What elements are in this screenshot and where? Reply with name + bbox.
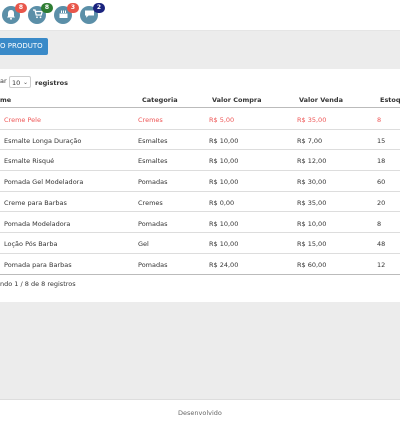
cell-price: R$ 12,00 [297, 157, 327, 166]
col-header-name[interactable]: me [0, 96, 12, 104]
notification-badge: 8 [15, 3, 27, 13]
row-divider [0, 232, 400, 233]
cell-name: Pomada para Barbas [4, 260, 72, 269]
cell-cost: R$ 10,00 [209, 136, 239, 145]
cell-stock: 8 [377, 116, 382, 124]
cell-cost: R$ 10,00 [209, 219, 239, 228]
cell-category: Gel [138, 240, 149, 249]
cell-category: Pomadas [138, 219, 168, 228]
cell-stock: 18 [377, 157, 386, 166]
table-info: ndo 1 / 8 de 8 registros [0, 280, 76, 288]
cell-name: Pomada Modeladora [4, 219, 71, 228]
cell-stock: 48 [377, 240, 386, 249]
cell-price: R$ 10,00 [297, 219, 327, 228]
chat-icon[interactable]: 2 [80, 3, 105, 24]
cell-stock: 15 [377, 136, 386, 145]
cell-price: R$ 35,00 [297, 116, 327, 124]
cell-name: Loção Pós Barba [4, 240, 58, 249]
cell-cost: R$ 5,00 [209, 116, 235, 124]
actions-bar [0, 31, 400, 69]
length-suffix: registros [35, 79, 69, 87]
cart-badge: 8 [41, 3, 53, 13]
row-divider [0, 190, 400, 192]
cell-stock: 60 [377, 178, 386, 187]
page-length-value: 10 [12, 79, 21, 87]
cell-name: Esmalte Risqué [4, 157, 55, 166]
footer-text: Desenvolvido [178, 409, 222, 417]
cell-price: R$ 7,00 [297, 136, 323, 145]
col-header-stock[interactable]: Estoqu [380, 96, 400, 104]
cell-cost: R$ 0,00 [209, 198, 235, 207]
page-length-select[interactable]: 10 ⌄ [9, 76, 31, 88]
col-header-category[interactable]: Categoria [142, 96, 178, 104]
length-prefix: ar [0, 77, 7, 85]
row-divider [0, 211, 400, 213]
cell-price: R$ 15,00 [297, 240, 327, 249]
content-background [0, 302, 400, 399]
cell-cost: R$ 10,00 [209, 157, 239, 166]
footer: Desenvolvido [0, 399, 400, 425]
cell-price: R$ 30,00 [297, 178, 327, 187]
cell-cost: R$ 10,00 [209, 178, 239, 187]
cell-stock: 12 [377, 260, 386, 269]
cell-name: Pomada Gel Modeladora [4, 178, 84, 187]
cart-icon[interactable]: 8 [28, 3, 53, 24]
cell-category: Cremes [138, 198, 163, 207]
cell-cost: R$ 24,00 [209, 260, 239, 269]
cell-name: Creme Pele [4, 116, 41, 124]
cell-category: Esmaltes [138, 157, 168, 166]
cell-name: Creme para Barbas [4, 198, 67, 207]
cell-cost: R$ 10,00 [209, 240, 239, 249]
row-divider [0, 149, 400, 151]
cell-category: Cremes [138, 116, 163, 124]
bell-icon[interactable]: 8 [2, 3, 27, 24]
chevron-down-icon: ⌄ [22, 79, 28, 86]
row-divider [0, 252, 400, 254]
cell-name: Esmalte Longa Duração [4, 136, 82, 145]
cake-icon[interactable]: 3 [54, 3, 79, 24]
cell-price: R$ 35,00 [297, 198, 327, 207]
row-divider [0, 169, 400, 171]
row-divider [0, 128, 400, 130]
cell-stock: 8 [377, 219, 382, 228]
col-header-cost[interactable]: Valor Compra [212, 96, 262, 104]
cell-category: Pomadas [138, 178, 168, 187]
cell-category: Pomadas [138, 260, 168, 269]
header-divider [0, 107, 400, 108]
birthday-badge: 3 [67, 3, 79, 13]
cell-price: R$ 60,00 [297, 260, 327, 269]
cell-stock: 20 [377, 198, 386, 207]
cell-category: Esmaltes [138, 136, 168, 145]
chat-badge: 2 [93, 3, 105, 13]
table-bottom-divider [0, 274, 400, 275]
top-navbar: 8 8 3 2 [0, 0, 400, 31]
new-product-button[interactable]: VO PRODUTO [0, 38, 48, 55]
col-header-price[interactable]: Valor Venda [299, 96, 343, 104]
